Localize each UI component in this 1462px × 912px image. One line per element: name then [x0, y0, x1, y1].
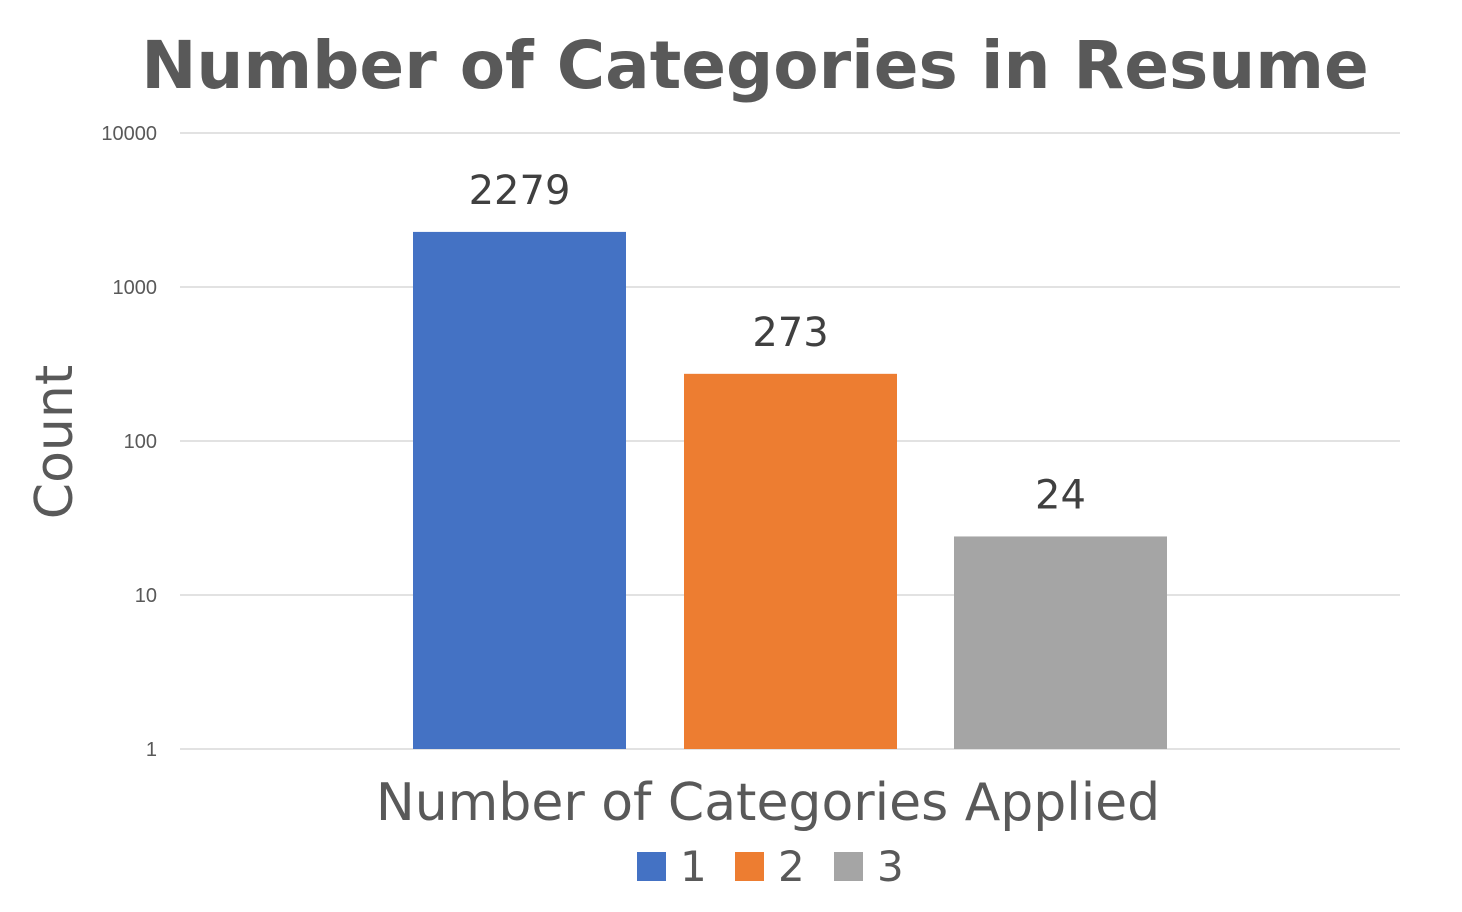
- legend-swatch: [637, 852, 666, 881]
- y-axis-title: Count: [25, 365, 85, 519]
- legend-swatch: [834, 852, 863, 881]
- y-tick-label: 10: [135, 585, 157, 607]
- legend-label: 3: [877, 842, 904, 891]
- y-tick-label: 1000: [113, 277, 158, 299]
- bar: [413, 231, 626, 750]
- y-tick-label: 100: [124, 431, 157, 453]
- chart-title: Number of Categories in Resume: [141, 27, 1369, 104]
- legend: 1 2 3: [637, 842, 904, 891]
- y-tick-label: 1: [146, 739, 157, 761]
- y-tick-label: 10000: [101, 123, 157, 145]
- legend-label: 1: [680, 842, 707, 891]
- bars: [413, 231, 1167, 750]
- y-tick-labels: 1 10 100 1000 10000: [101, 123, 157, 761]
- data-labels: 2279 273 24: [469, 168, 1086, 519]
- x-axis-title: Number of Categories Applied: [376, 773, 1160, 833]
- legend-swatch: [735, 852, 764, 881]
- bar: [954, 536, 1167, 749]
- data-label: 24: [1035, 472, 1086, 518]
- legend-label: 2: [778, 842, 805, 891]
- data-label: 2279: [469, 168, 571, 214]
- data-label: 273: [752, 310, 828, 356]
- bar: [684, 373, 897, 749]
